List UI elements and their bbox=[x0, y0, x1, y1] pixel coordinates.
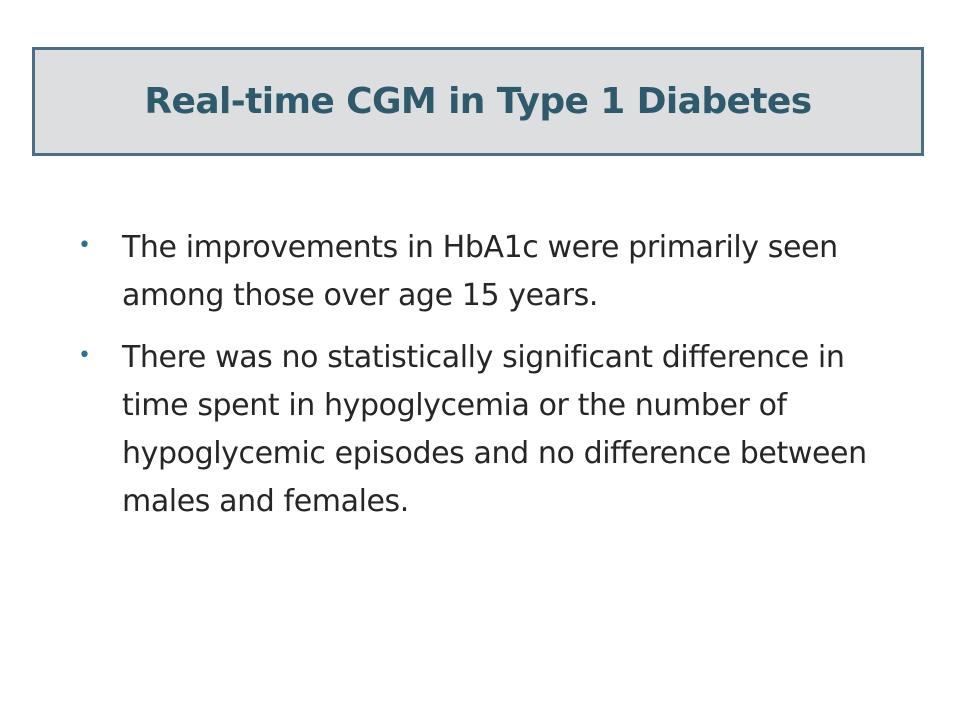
bullet-text: There was no statistically significant d… bbox=[122, 340, 867, 519]
bullet-list: • The improvements in HbA1c were primari… bbox=[72, 224, 892, 540]
bullet-icon: • bbox=[78, 343, 91, 368]
bullet-text: The improvements in HbA1c were primarily… bbox=[122, 230, 838, 313]
title-box: Real-time CGM in Type 1 Diabetes bbox=[32, 47, 924, 156]
bullet-icon: • bbox=[78, 233, 91, 258]
slide-title: Real-time CGM in Type 1 Diabetes bbox=[144, 81, 812, 122]
bullet-item: • There was no statistically significant… bbox=[72, 334, 892, 526]
bullet-item: • The improvements in HbA1c were primari… bbox=[72, 224, 892, 320]
